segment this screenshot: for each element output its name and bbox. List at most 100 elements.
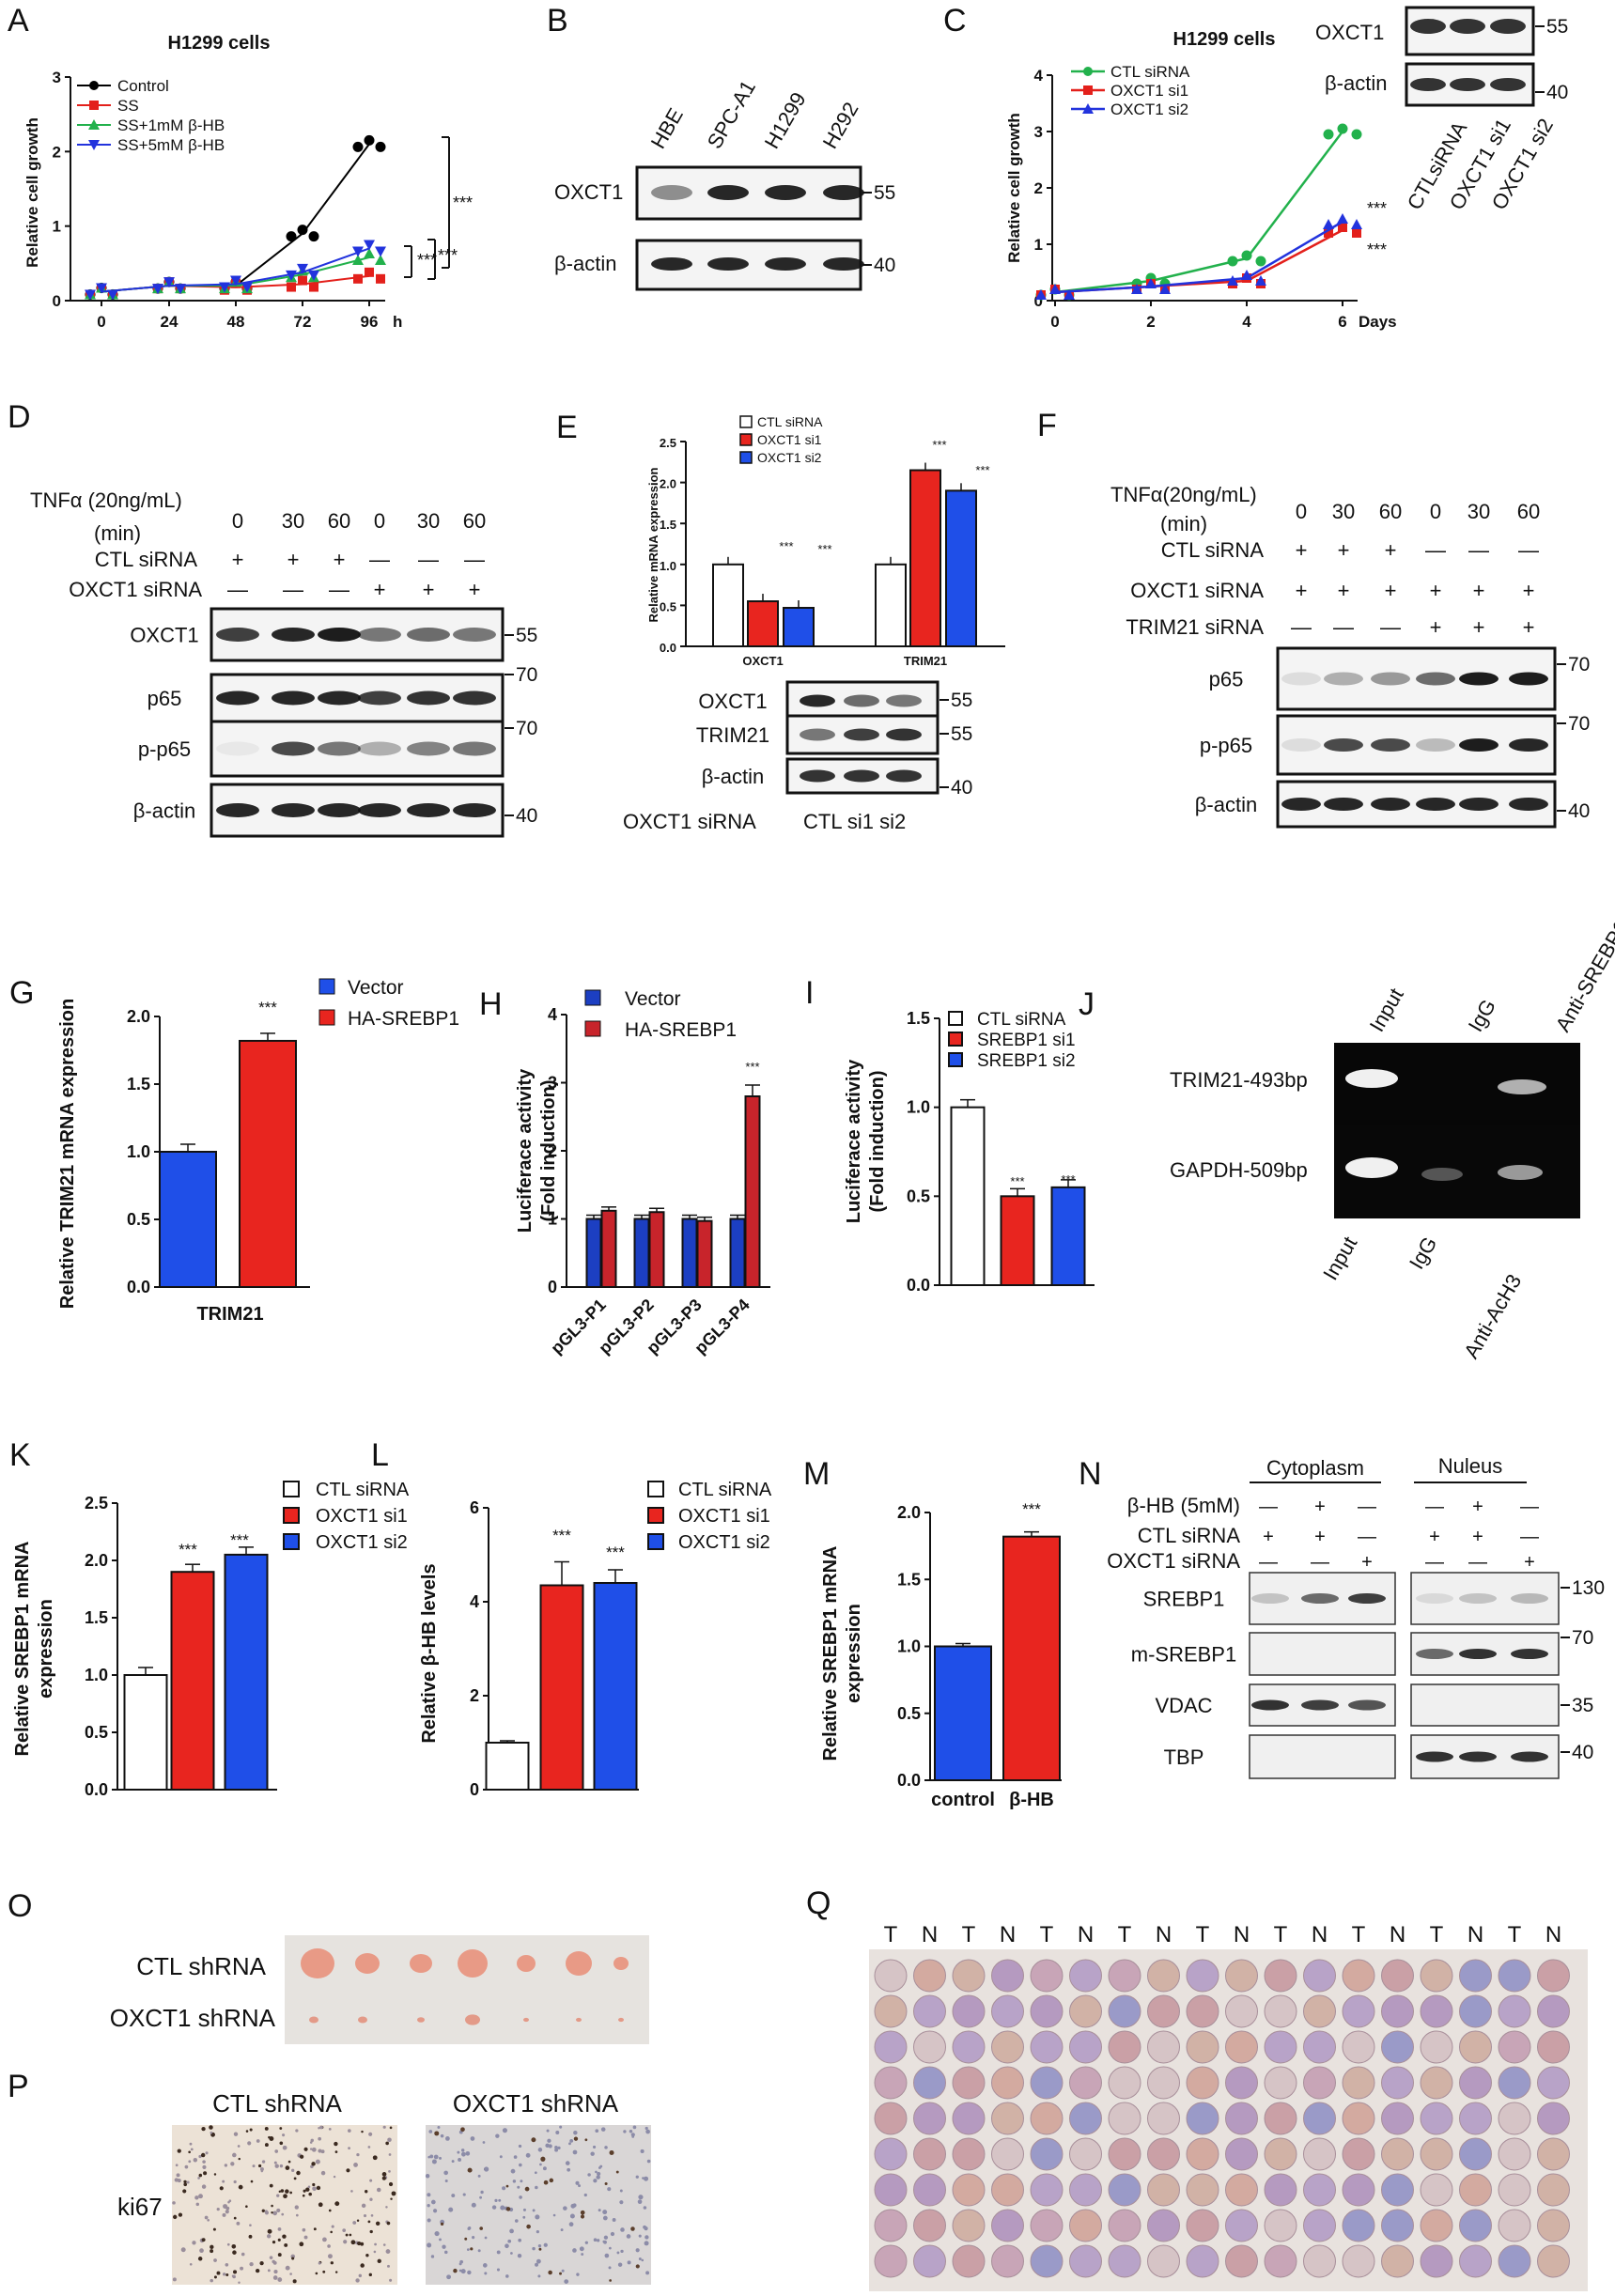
footer-lanes: CTL si1 si2 (803, 810, 906, 833)
band (272, 803, 315, 817)
cell-nucleus (444, 2179, 448, 2182)
tissue-core (1264, 2102, 1297, 2135)
cell-nucleus (197, 2177, 200, 2180)
legend-label: Vector (625, 988, 681, 1010)
tissue-core (874, 1959, 908, 1993)
tissue-core (874, 2173, 908, 2207)
cell-nucleus (225, 2210, 229, 2214)
cell-nucleus (432, 2209, 438, 2213)
cell-nucleus (361, 2203, 366, 2209)
cell-nucleus (602, 2210, 608, 2215)
mw-label: 40 (1546, 82, 1568, 103)
bar (600, 1209, 617, 1289)
cell-nucleus (233, 2216, 237, 2220)
cell-nucleus (610, 2231, 615, 2237)
band (1450, 78, 1485, 91)
cell-nucleus (477, 2249, 481, 2253)
mw-label: 70 (516, 664, 537, 686)
cell-nucleus (537, 2243, 542, 2248)
tissue-core (1147, 1959, 1180, 1993)
cell-nucleus (227, 2200, 230, 2204)
column-label: T (1274, 1922, 1288, 1947)
panel-letter-j: J (1079, 986, 1095, 1022)
tissue-core (991, 2102, 1024, 2135)
cell-nucleus (458, 2158, 462, 2162)
cell-nucleus (646, 2159, 651, 2164)
x-tick-label: control (931, 1790, 995, 1810)
cell-nucleus (643, 2225, 646, 2229)
tissue-core (1381, 1994, 1414, 2028)
cell-nucleus (537, 2274, 541, 2278)
sign: — (1291, 615, 1312, 639)
bar (744, 1095, 761, 1288)
y-tick-label: 3 (53, 69, 61, 86)
tissue-core (1108, 2066, 1141, 2100)
blot-box (1249, 1734, 1396, 1779)
cell-nucleus (267, 2269, 271, 2273)
cell-nucleus (465, 2151, 471, 2156)
bar (585, 1218, 602, 1288)
cell-nucleus (250, 2180, 254, 2183)
legend-label: HA-SREBP1 (625, 1019, 737, 1041)
time-label: 0 (232, 509, 243, 533)
data-point (1131, 284, 1142, 294)
y-axis-label: Relative SREBP1 mRNA (12, 1542, 33, 1757)
panel-letter-l: L (371, 1437, 389, 1473)
tissue-core (1147, 1994, 1180, 2028)
bar (681, 1218, 698, 1288)
panel-letter-m: M (803, 1456, 830, 1492)
band (216, 803, 259, 817)
cell-nucleus (559, 2272, 562, 2275)
tissue-core (991, 2209, 1024, 2242)
x-tick-label: OXCT1 (742, 654, 783, 668)
cell-nucleus (381, 2172, 387, 2177)
chart-title: H1299 cells (168, 33, 271, 54)
tissue-core (1459, 1994, 1492, 2028)
panel-p: CTL shRNA OXCT1 shRNA ki67 (117, 2089, 651, 2285)
tissue-core (1030, 2030, 1064, 2064)
legend-swatch (283, 1507, 300, 1524)
legend-label: CTL siRNA (678, 1480, 772, 1500)
x-tick-label: 0 (97, 313, 105, 331)
cell-nucleus (460, 2269, 466, 2274)
cell-nucleus (308, 2192, 312, 2196)
cell-nucleus (522, 2215, 526, 2219)
panel-letter-c: C (943, 3, 967, 39)
data-point (308, 270, 319, 281)
bar (1002, 1535, 1061, 1782)
legend-label: OXCT1 si1 (678, 1506, 770, 1527)
tissue-core (1537, 2137, 1570, 2171)
y-tick-label: 1.0 (907, 1098, 930, 1117)
cell-nucleus (429, 2154, 434, 2159)
cell-nucleus (209, 2125, 213, 2130)
panel-letter-b: B (547, 3, 568, 39)
gel-band (1498, 1079, 1546, 1094)
tissue-core (913, 2066, 946, 2100)
cell-nucleus (264, 2143, 269, 2148)
cell-nucleus (230, 2162, 235, 2166)
tissue-core (1498, 2209, 1531, 2242)
cell-nucleus (617, 2262, 623, 2267)
cell-nucleus (505, 2207, 511, 2211)
cell-nucleus (302, 2194, 305, 2197)
cell-nucleus (532, 2209, 536, 2212)
tissue-core (1225, 2173, 1258, 2207)
sig-label: *** (932, 438, 946, 452)
band (216, 628, 259, 642)
cell-nucleus (519, 2195, 522, 2199)
tissue-core (1264, 1994, 1297, 2028)
cell-nucleus (318, 2136, 322, 2141)
cell-nucleus (584, 2241, 588, 2244)
legend-label: Control (117, 77, 169, 95)
band (800, 769, 835, 783)
bar (485, 1742, 530, 1791)
tissue-core (1264, 2137, 1297, 2171)
y-tick-label: 1.0 (127, 1142, 150, 1161)
cell-nucleus (603, 2235, 609, 2240)
cell-nucleus (190, 2148, 194, 2151)
lane-label: Input (1318, 1233, 1361, 1284)
tissue-core (1381, 1959, 1414, 1993)
cell-nucleus (484, 2166, 489, 2172)
cell-nucleus (303, 2235, 308, 2240)
time-label: 60 (463, 509, 486, 533)
